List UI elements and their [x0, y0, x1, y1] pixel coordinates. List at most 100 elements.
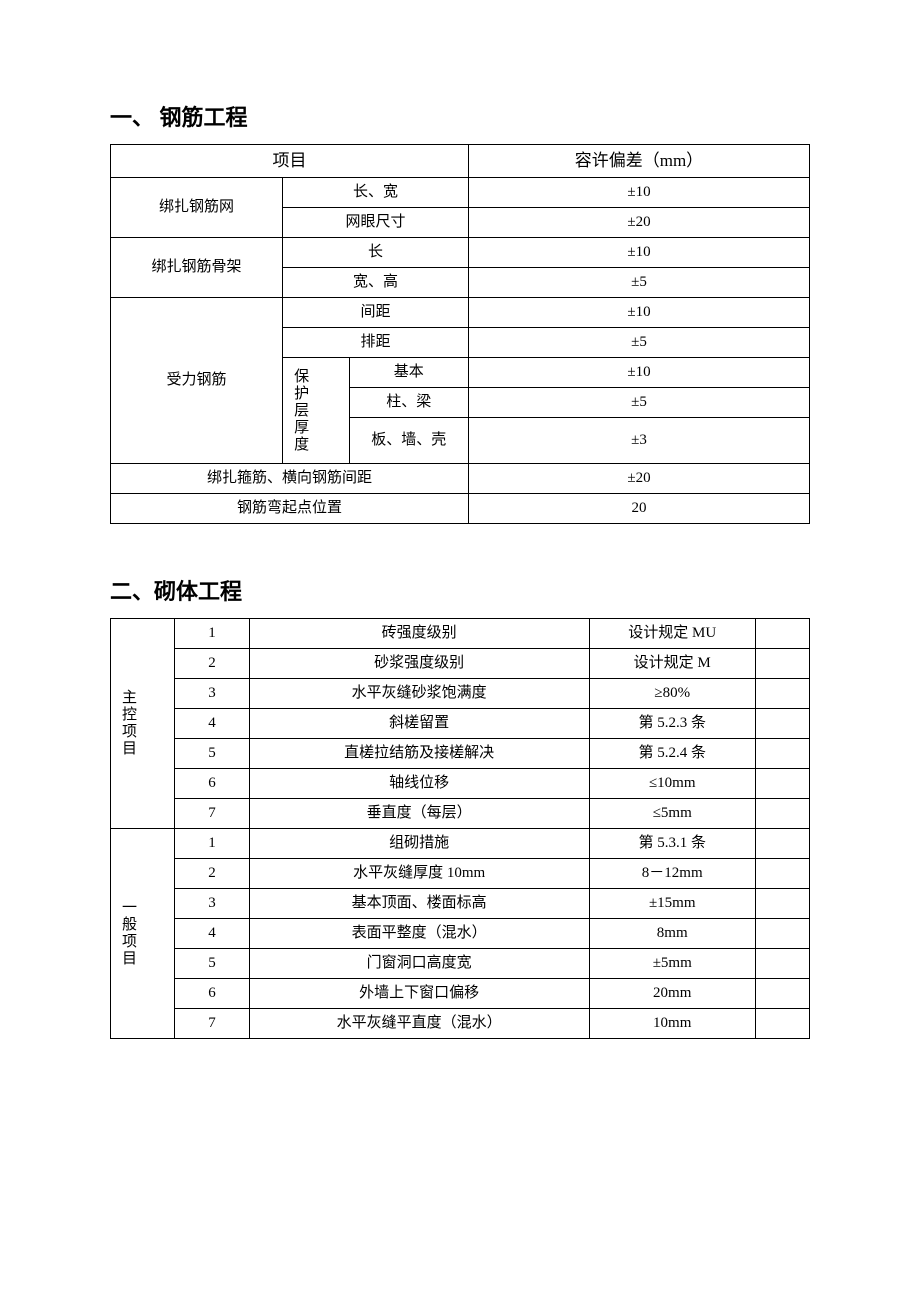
group3-sub1-param: 柱、梁	[349, 387, 468, 417]
s2g2-r4-spec: ±5mm	[589, 948, 755, 978]
table-row: 3 水平灰缝砂浆饱满度 ≥80%	[111, 678, 810, 708]
table-row: 2 砂浆强度级别 设计规定 M	[111, 648, 810, 678]
s2g2-r1-spec: 8－12mm	[589, 858, 755, 888]
s2g1-r5-no: 6	[175, 768, 249, 798]
s2g2-r4-item: 门窗洞口高度宽	[249, 948, 589, 978]
table-masonry: 主控项目 1 砖强度级别 设计规定 MU 2 砂浆强度级别 设计规定 M 3 水…	[110, 618, 810, 1039]
row-stirrup-tol: ±20	[468, 463, 809, 493]
table-row: 主控项目 1 砖强度级别 设计规定 MU	[111, 618, 810, 648]
s2g2-r5-no: 6	[175, 978, 249, 1008]
s2g2-r3-item: 表面平整度（混水）	[249, 918, 589, 948]
s2g2-r1-no: 2	[175, 858, 249, 888]
s2g2-r0-item: 组砌措施	[249, 828, 589, 858]
group3-sublabel: 保护层厚度	[283, 357, 350, 463]
s2g2-r6-blank	[755, 1008, 809, 1038]
s2g1-r4-item: 直槎拉结筋及接槎解决	[249, 738, 589, 768]
s2g1-r1-blank	[755, 648, 809, 678]
group1-row1-param: 网眼尺寸	[283, 207, 469, 237]
group1-row0-tol: ±10	[468, 177, 809, 207]
s2g2-r2-blank	[755, 888, 809, 918]
s2-group1-name-text: 主控项目	[117, 689, 138, 757]
table-row: 5 门窗洞口高度宽 ±5mm	[111, 948, 810, 978]
s2g1-r6-item: 垂直度（每层）	[249, 798, 589, 828]
s2g1-r1-spec: 设计规定 M	[589, 648, 755, 678]
table-row: 钢筋弯起点位置 20	[111, 493, 810, 523]
s2g1-r2-no: 3	[175, 678, 249, 708]
s2g2-r5-item: 外墙上下窗口偏移	[249, 978, 589, 1008]
table-row: 4 表面平整度（混水） 8mm	[111, 918, 810, 948]
group3-sublabel-text: 保护层厚度	[289, 368, 310, 453]
s2g2-r6-no: 7	[175, 1008, 249, 1038]
s2g1-r6-spec: ≤5mm	[589, 798, 755, 828]
table1-header-tolerance: 容许偏差（mm）	[468, 145, 809, 178]
s2g2-r0-no: 1	[175, 828, 249, 858]
group1-row1-tol: ±20	[468, 207, 809, 237]
s2g1-r1-no: 2	[175, 648, 249, 678]
s2g2-r1-item: 水平灰缝厚度 10mm	[249, 858, 589, 888]
group2-row0-param: 长	[283, 237, 469, 267]
s2g1-r6-blank	[755, 798, 809, 828]
section2-title: 二、砌体工程	[110, 574, 810, 606]
s2g1-r5-spec: ≤10mm	[589, 768, 755, 798]
s2g2-r2-no: 3	[175, 888, 249, 918]
s2g1-r4-no: 5	[175, 738, 249, 768]
group2-row1-tol: ±5	[468, 267, 809, 297]
s2g1-r3-no: 4	[175, 708, 249, 738]
table-row: 绑扎钢筋骨架 长 ±10	[111, 237, 810, 267]
s2g1-r0-item: 砖强度级别	[249, 618, 589, 648]
group1-name: 绑扎钢筋网	[111, 177, 283, 237]
table-row: 6 轴线位移 ≤10mm	[111, 768, 810, 798]
group3-name: 受力钢筋	[111, 297, 283, 463]
s2g2-r2-spec: ±15mm	[589, 888, 755, 918]
row-bend-param: 钢筋弯起点位置	[111, 493, 469, 523]
group3-row2-param: 排距	[283, 327, 469, 357]
row-bend-tol: 20	[468, 493, 809, 523]
table-row: 5 直槎拉结筋及接槎解决 第 5.2.4 条	[111, 738, 810, 768]
section1-title: 一、 钢筋工程	[110, 100, 810, 132]
s2g1-r3-item: 斜槎留置	[249, 708, 589, 738]
group3-row2-tol: ±5	[468, 327, 809, 357]
group2-row1-param: 宽、高	[283, 267, 469, 297]
table-row: 绑扎钢筋网 长、宽 ±10	[111, 177, 810, 207]
table-row: 一般项目 1 组砌措施 第 5.3.1 条	[111, 828, 810, 858]
group3-row1-tol: ±10	[468, 297, 809, 327]
s2g2-r1-blank	[755, 858, 809, 888]
group3-sub1-tol: ±5	[468, 387, 809, 417]
group2-name: 绑扎钢筋骨架	[111, 237, 283, 297]
group2-row0-tol: ±10	[468, 237, 809, 267]
s2g1-r5-blank	[755, 768, 809, 798]
group3-row1-param: 间距	[283, 297, 469, 327]
s2g2-r3-spec: 8mm	[589, 918, 755, 948]
s2g1-r6-no: 7	[175, 798, 249, 828]
group1-row0-param: 长、宽	[283, 177, 469, 207]
s2g2-r0-blank	[755, 828, 809, 858]
s2g1-r2-blank	[755, 678, 809, 708]
s2g2-r3-no: 4	[175, 918, 249, 948]
s2g2-r6-item: 水平灰缝平直度（混水）	[249, 1008, 589, 1038]
table1-header-row: 项目 容许偏差（mm）	[111, 145, 810, 178]
s2g2-r2-item: 基本顶面、楼面标高	[249, 888, 589, 918]
s2g1-r2-spec: ≥80%	[589, 678, 755, 708]
table-steel: 项目 容许偏差（mm） 绑扎钢筋网 长、宽 ±10 网眼尺寸 ±20 绑扎钢筋骨…	[110, 144, 810, 524]
s2g1-r4-blank	[755, 738, 809, 768]
s2g1-r0-blank	[755, 618, 809, 648]
s2g1-r2-item: 水平灰缝砂浆饱满度	[249, 678, 589, 708]
s2-group2-name: 一般项目	[111, 828, 175, 1038]
s2-group2-name-text: 一般项目	[117, 899, 138, 967]
s2g2-r3-blank	[755, 918, 809, 948]
group3-sub0-param: 基本	[349, 357, 468, 387]
s2g1-r0-no: 1	[175, 618, 249, 648]
s2g1-r1-item: 砂浆强度级别	[249, 648, 589, 678]
table1-header-item: 项目	[111, 145, 469, 178]
table-row: 绑扎箍筋、横向钢筋间距 ±20	[111, 463, 810, 493]
group3-sub0-tol: ±10	[468, 357, 809, 387]
s2g1-r0-spec: 设计规定 MU	[589, 618, 755, 648]
s2g2-r4-blank	[755, 948, 809, 978]
group3-sub2-tol: ±3	[468, 417, 809, 463]
s2g1-r3-blank	[755, 708, 809, 738]
s2g2-r5-spec: 20mm	[589, 978, 755, 1008]
s2g2-r6-spec: 10mm	[589, 1008, 755, 1038]
s2g2-r5-blank	[755, 978, 809, 1008]
s2-group1-name: 主控项目	[111, 618, 175, 828]
table-row: 3 基本顶面、楼面标高 ±15mm	[111, 888, 810, 918]
